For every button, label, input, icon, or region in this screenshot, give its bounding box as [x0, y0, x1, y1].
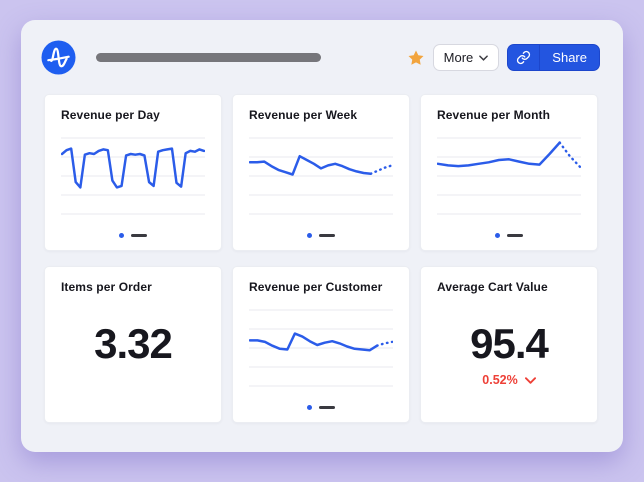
copy-link-button[interactable] [508, 45, 541, 70]
legend-line-marker [319, 406, 335, 409]
chevron-down-icon [524, 377, 536, 384]
series-legend[interactable] [233, 405, 409, 410]
card-revenue-per-customer[interactable]: Revenue per Customer [232, 266, 410, 423]
link-icon [517, 50, 531, 65]
legend-line-marker [507, 234, 523, 237]
header-actions: More Share [407, 44, 600, 71]
card-title: Items per Order [61, 280, 152, 294]
card-title: Revenue per Month [437, 108, 551, 122]
share-split-button: Share [507, 44, 600, 71]
dashboard-panel: More Share Revenue per Day [21, 20, 623, 452]
card-title: Revenue per Day [61, 108, 160, 122]
card-revenue-per-day[interactable]: Revenue per Day [44, 94, 222, 251]
metric-value: 3.32 [94, 320, 173, 367]
legend-line-marker [131, 234, 147, 237]
card-title: Average Cart Value [437, 280, 548, 294]
revenue-per-customer-sparkline[interactable] [249, 309, 393, 387]
more-button-label: More [443, 50, 474, 65]
series-legend[interactable] [233, 233, 409, 238]
card-title: Revenue per Week [249, 108, 358, 122]
legend-dot-marker [119, 233, 124, 238]
card-average-cart-value[interactable]: Average Cart Value 95.4 0.52% [420, 266, 598, 423]
series-legend[interactable] [421, 233, 597, 238]
metric-value: 95.4 [470, 320, 549, 367]
favorite-star-icon[interactable] [407, 49, 425, 67]
card-revenue-per-week[interactable]: Revenue per Week [232, 94, 410, 251]
chevron-down-icon [479, 54, 489, 61]
amplitude-logo-icon[interactable] [41, 40, 76, 75]
legend-line-marker [319, 234, 335, 237]
share-button-label: Share [552, 50, 587, 65]
dashboard-header: More Share [41, 40, 600, 75]
revenue-per-day-sparkline[interactable] [61, 137, 205, 215]
revenue-per-month-sparkline[interactable] [437, 137, 581, 215]
card-title: Revenue per Customer [249, 280, 383, 294]
card-revenue-per-month[interactable]: Revenue per Month [420, 94, 598, 251]
delta-value: 0.52% [482, 373, 518, 388]
series-legend[interactable] [45, 233, 221, 238]
cards-grid: Revenue per Day Revenue per Week Revenue… [44, 94, 600, 423]
legend-dot-marker [307, 233, 312, 238]
legend-dot-marker [495, 233, 500, 238]
dashboard-title-placeholder [96, 53, 321, 62]
metric-delta[interactable]: 0.52% [437, 373, 581, 387]
share-button[interactable]: Share [540, 45, 599, 70]
card-items-per-order[interactable]: Items per Order 3.32 [44, 266, 222, 423]
revenue-per-week-sparkline[interactable] [249, 137, 393, 215]
more-button[interactable]: More [432, 44, 500, 71]
legend-dot-marker [307, 405, 312, 410]
